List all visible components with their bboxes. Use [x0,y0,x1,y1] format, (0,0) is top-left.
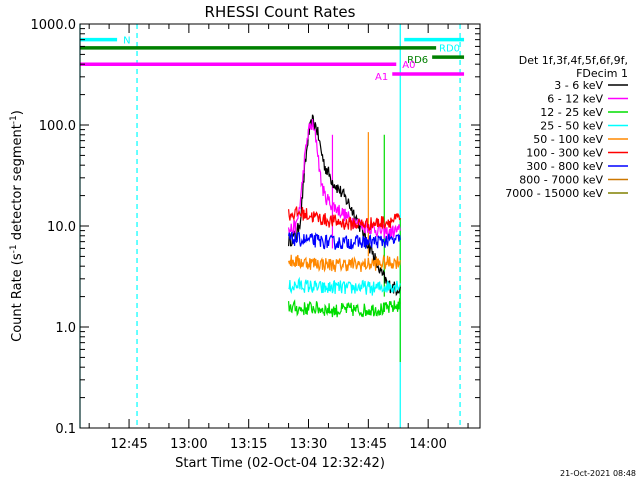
y-axis-label: Count Rate (s-1 detector segment-1) [9,110,25,342]
y-tick-label: 1000.0 [31,18,77,33]
legend-label: 6 - 12 keV [547,93,603,106]
series-line [288,118,401,240]
legend-label: 800 - 7000 keV [519,174,603,187]
state-bar-label: A1 [375,72,388,83]
state-bar-label: RD0 [439,44,460,55]
x-tick-label: 13:00 [170,437,207,452]
series-line [288,114,401,297]
series-line [288,206,401,231]
x-tick-label: 14:00 [409,437,446,452]
timestamp: 21-Oct-2021 08:48 [560,469,636,478]
y-tick-label: 1.0 [55,321,76,336]
legend-label: 12 - 25 keV [540,106,603,119]
legend-header: FDecim 1 [576,67,628,80]
legend: Det 1f,3f,4f,5f,6f,9f,FDecim 13 - 6 keV6… [505,54,628,200]
x-tick-label: 13:30 [290,437,327,452]
state-bar-label: RD6 [407,55,428,66]
legend-label: 3 - 6 keV [554,79,603,92]
series-line [288,254,401,273]
y-tick-label: 10.0 [47,220,76,235]
y-tick-label: 100.0 [39,119,76,134]
legend-label: 300 - 800 keV [526,160,603,173]
x-tick-label: 13:15 [230,437,267,452]
x-tick-label: 12:45 [110,437,147,452]
plot-frame [79,23,481,429]
legend-label: 100 - 300 keV [526,147,603,160]
state-bar-label: N [123,36,130,47]
x-axis-label: Start Time (02-Oct-04 12:32:42) [175,456,385,471]
series-line [288,298,401,318]
legend-header: Det 1f,3f,4f,5f,6f,9f, [519,54,628,67]
axes-layer: 1000.0 100.0 10.0 1.0 0.1 12:45 13:00 13:15 13:3… [31,18,480,452]
legend-label: 7000 - 15000 keV [505,187,603,200]
state-bar-label: A0 [402,60,415,71]
series-line [288,276,401,296]
x-tick-label: 13:45 [350,437,387,452]
legend-label: 50 - 100 keV [533,133,603,146]
y-tick-label: 0.1 [55,422,76,437]
legend-label: 25 - 50 keV [540,120,603,133]
series-line [288,231,401,250]
chart-title: RHESSI Count Rates [205,3,356,21]
